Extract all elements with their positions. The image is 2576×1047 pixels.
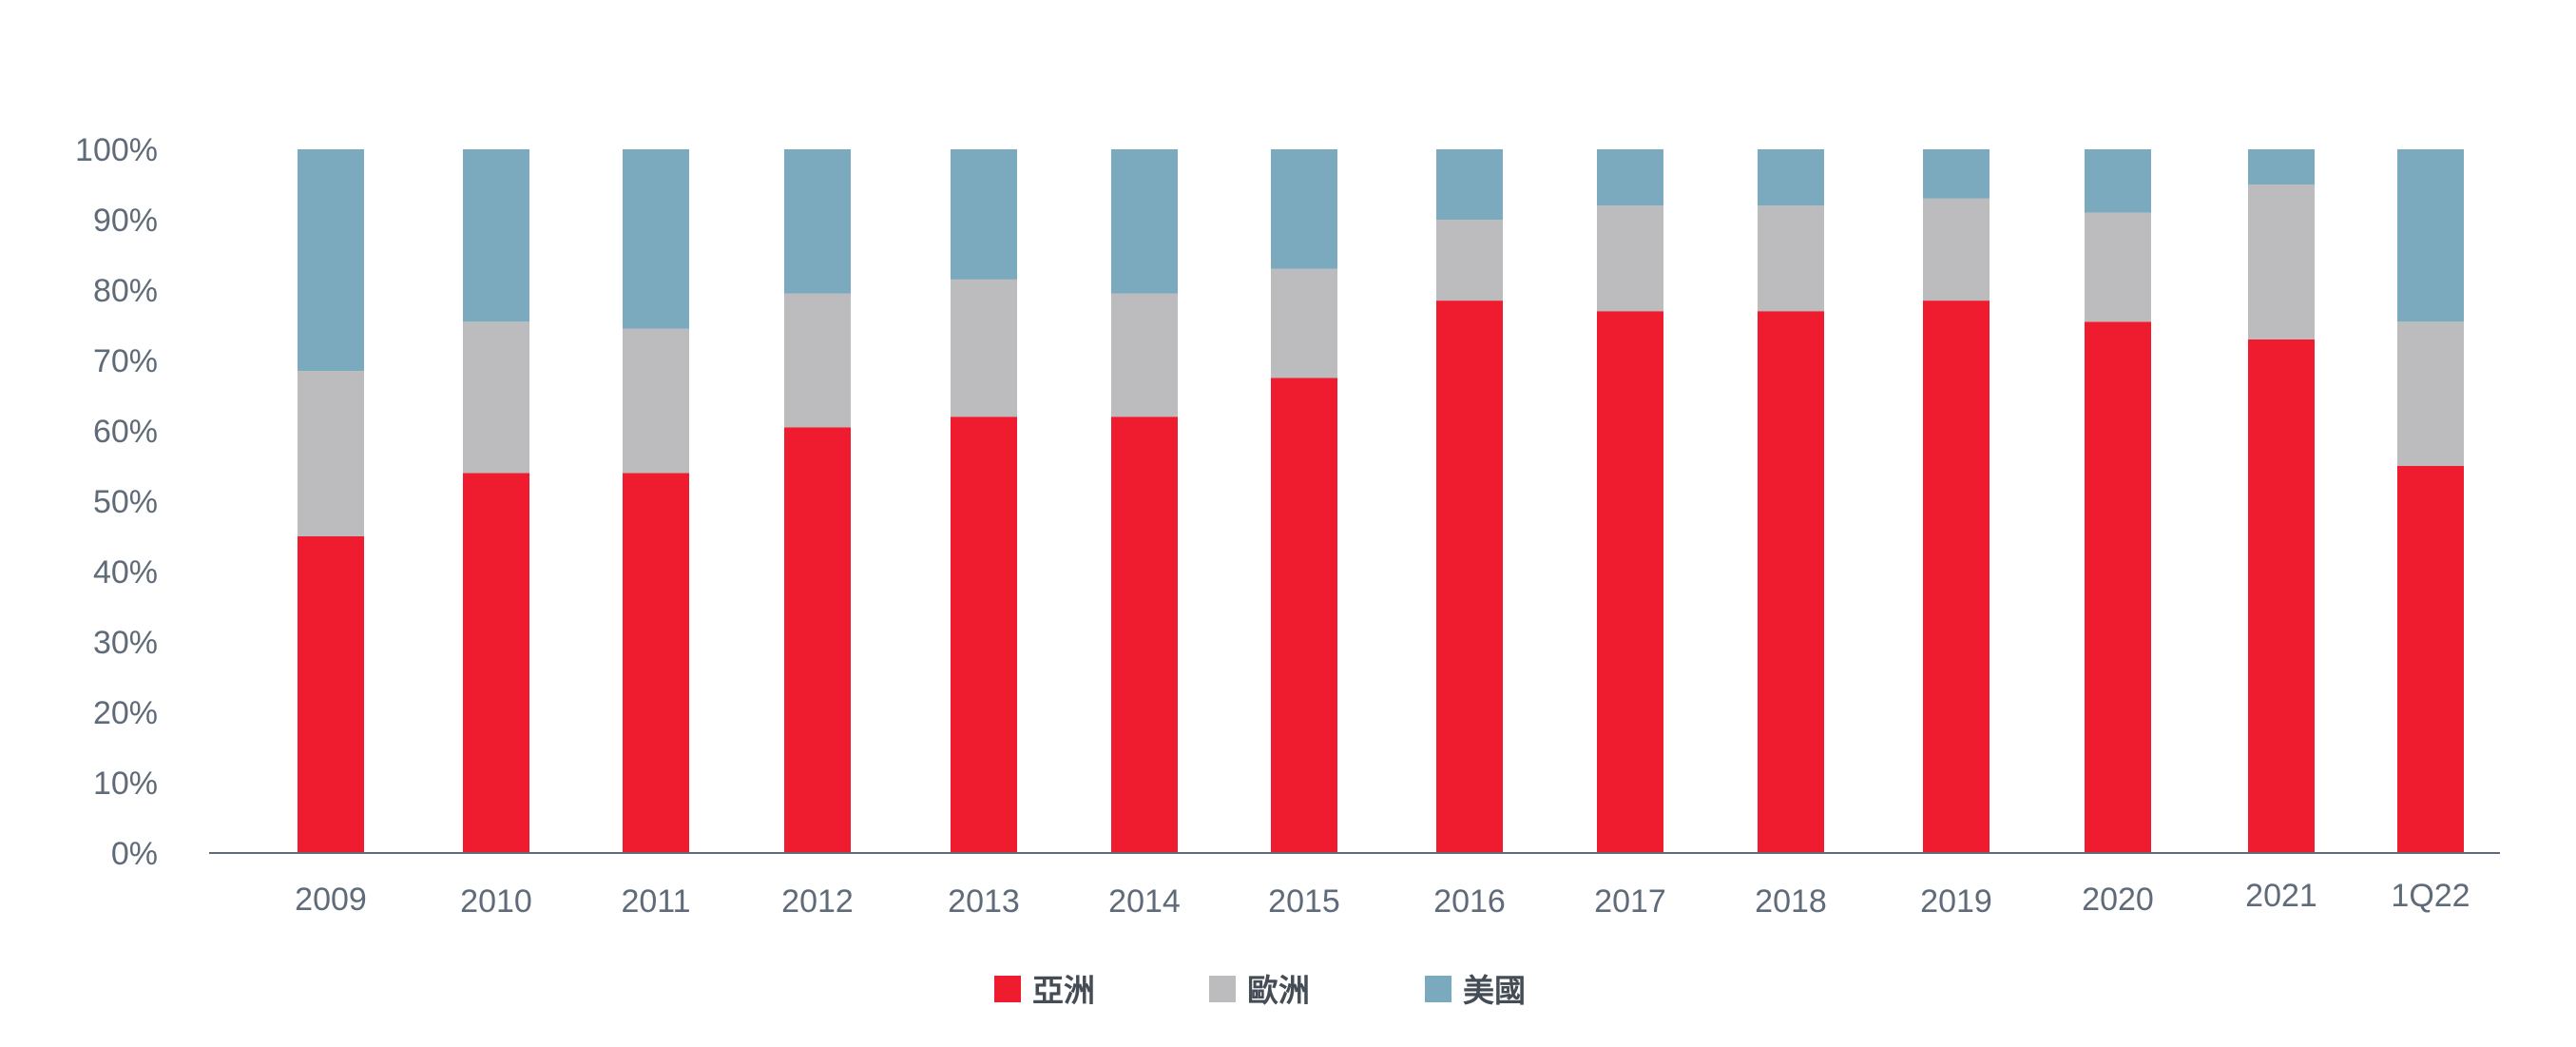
x-tick-label: 2018	[1755, 883, 1827, 920]
bars-group	[298, 149, 2464, 854]
y-axis-tick-labels: 0% 10% 20% 30% 40% 50% 60% 70% 80% 90% 100%	[75, 132, 158, 872]
bar-segment-europe	[784, 293, 851, 428]
x-tick-label: 2014	[1108, 883, 1181, 920]
bar-segment-usa	[298, 149, 364, 372]
bar-segment-europe	[1597, 205, 1663, 312]
y-tick-label: 50%	[93, 484, 158, 520]
y-tick-label: 70%	[93, 343, 158, 379]
bar-segment-europe	[1758, 205, 1824, 312]
bar-segment-europe	[951, 279, 1017, 417]
y-tick-label: 40%	[93, 554, 158, 591]
x-tick-label: 2019	[1920, 883, 1992, 920]
bar-segment-europe	[623, 328, 689, 474]
y-tick-label: 20%	[93, 695, 158, 731]
bar-segment-asia	[2085, 321, 2151, 853]
bar-segment-asia	[463, 473, 529, 853]
x-tick-label: 2021	[2245, 878, 2317, 914]
x-tick-label: 1Q22	[2391, 878, 2470, 914]
x-tick-label: 2012	[781, 883, 854, 920]
bar-segment-usa	[1923, 149, 1990, 199]
bar-segment-usa	[623, 149, 689, 329]
bar-segment-asia	[1436, 301, 1503, 854]
x-tick-label: 2015	[1268, 883, 1340, 920]
bar-segment-asia	[1923, 301, 1990, 854]
y-tick-label: 10%	[93, 766, 158, 802]
bar-segment-europe	[1271, 268, 1337, 378]
bar-segment-usa	[1436, 149, 1503, 220]
bar-segment-asia	[1758, 311, 1824, 853]
bar-segment-usa	[1758, 149, 1824, 206]
bar-segment-usa	[2397, 149, 2464, 322]
legend-swatch	[1425, 976, 1451, 1002]
bar-segment-asia	[298, 536, 364, 853]
bar-segment-usa	[463, 149, 529, 322]
bar-segment-europe	[2397, 321, 2464, 466]
x-tick-label: 2017	[1594, 883, 1666, 920]
x-tick-label: 2009	[295, 882, 367, 918]
legend-swatch	[994, 976, 1021, 1002]
y-tick-label: 60%	[93, 414, 158, 450]
bar-segment-europe	[1923, 198, 1990, 301]
legend: 亞洲 歐洲 美國	[994, 972, 1526, 1009]
bar-segment-europe	[2085, 212, 2151, 322]
y-tick-label: 100%	[75, 132, 158, 168]
x-axis-tick-labels: 2009 2010 2011 2012 2013 2014 2015 2016 2017 2018…	[295, 878, 2470, 920]
legend-label: 亞洲	[1032, 972, 1095, 1009]
bar-segment-usa	[2085, 149, 2151, 213]
bar-segment-asia	[1597, 311, 1663, 853]
bar-segment-asia	[951, 417, 1017, 853]
bar-segment-usa	[1111, 149, 1178, 294]
x-tick-label: 2011	[621, 883, 690, 920]
bar-segment-asia	[2248, 339, 2315, 853]
legend-swatch	[1209, 976, 1236, 1002]
bar-segment-asia	[1271, 378, 1337, 853]
x-tick-label: 2020	[2082, 882, 2154, 918]
y-tick-label: 0%	[111, 836, 158, 872]
bar-segment-usa	[1271, 149, 1337, 269]
bar-segment-usa	[951, 149, 1017, 280]
bar-segment-europe	[298, 371, 364, 536]
x-tick-label: 2013	[948, 883, 1020, 920]
legend-label: 歐洲	[1247, 972, 1310, 1009]
bar-segment-usa	[2248, 149, 2315, 184]
bar-segment-asia	[2397, 466, 2464, 853]
x-tick-label: 2010	[460, 883, 532, 920]
x-tick-label: 2016	[1433, 883, 1506, 920]
legend-label: 美國	[1463, 972, 1526, 1009]
y-tick-label: 30%	[93, 625, 158, 661]
bar-segment-europe	[1111, 293, 1178, 417]
bar-segment-asia	[1111, 417, 1178, 853]
bar-segment-usa	[784, 149, 851, 294]
bar-segment-asia	[784, 427, 851, 853]
bar-segment-usa	[1597, 149, 1663, 206]
bar-segment-europe	[1436, 220, 1503, 301]
y-tick-label: 80%	[93, 273, 158, 309]
bar-segment-asia	[623, 473, 689, 853]
y-tick-label: 90%	[93, 203, 158, 239]
bar-segment-europe	[2248, 184, 2315, 339]
bar-segment-europe	[463, 321, 529, 474]
